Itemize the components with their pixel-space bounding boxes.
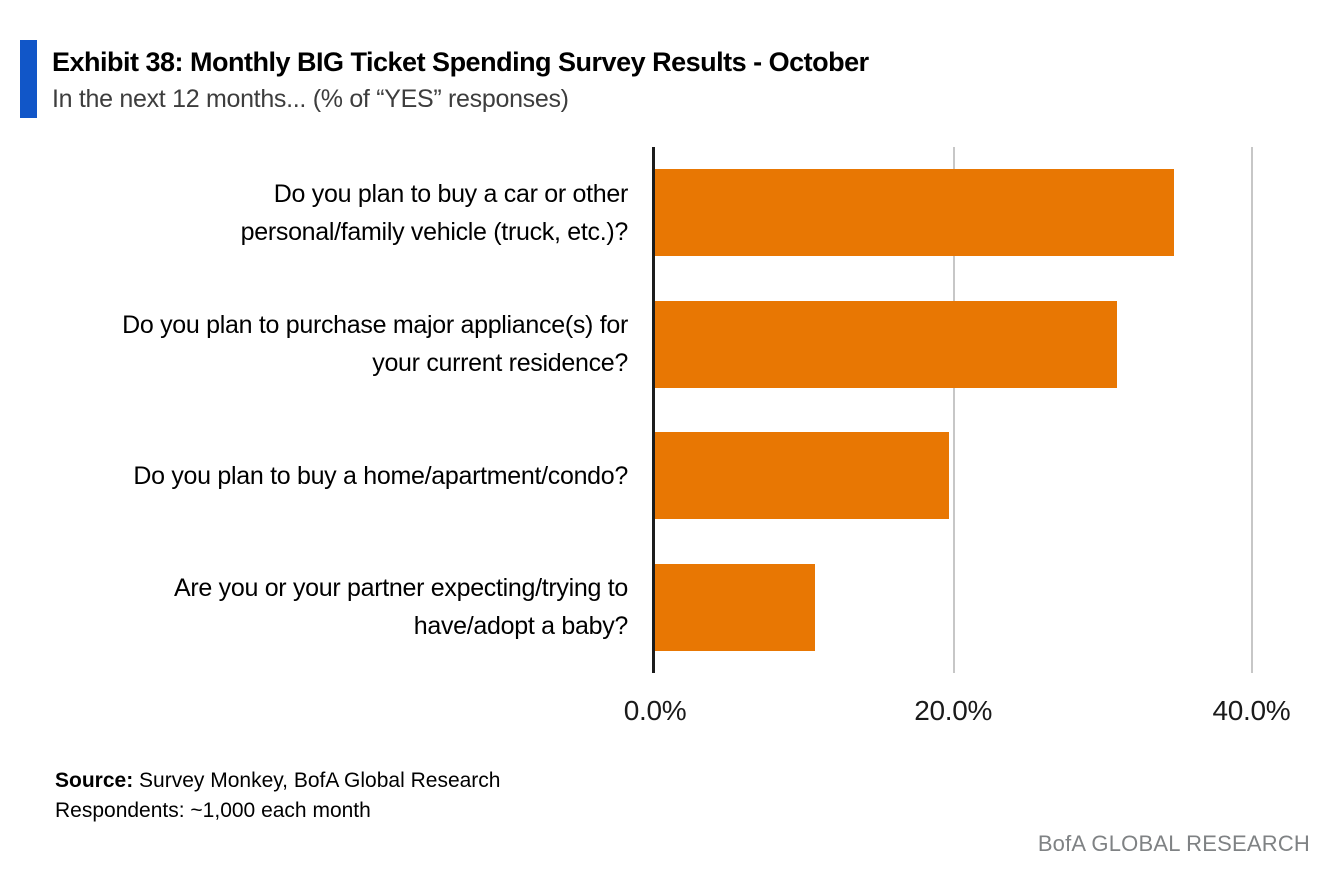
bar	[655, 169, 1174, 257]
chart-subtitle: In the next 12 months... (% of “YES” res…	[52, 85, 569, 113]
source-label: Source:	[55, 769, 134, 792]
respondents-line: Respondents: ~1,000 each month	[55, 799, 371, 822]
category-label: Do you plan to buy a home/apartment/cond…	[133, 461, 628, 490]
gridline	[953, 147, 956, 673]
chart-title: Exhibit 38: Monthly BIG Ticket Spending …	[52, 47, 869, 77]
x-tick-label: 40.0%	[1212, 695, 1291, 726]
x-tick-label: 20.0%	[914, 695, 993, 726]
category-labels: Do you plan to buy a car or other person…	[0, 147, 628, 673]
source-line: Source: Survey Monkey, BofA Global Resea…	[55, 766, 500, 796]
gridline	[1251, 147, 1254, 673]
x-tick-label: 0.0%	[623, 695, 687, 726]
source-note: Source: Survey Monkey, BofA Global Resea…	[55, 766, 500, 826]
plot-area	[652, 147, 1326, 673]
title-accent-bar	[20, 40, 37, 118]
bar	[655, 563, 815, 651]
x-axis-ticks: 0.0% 20.0% 40.0%	[624, 695, 1326, 735]
category-label: Do you plan to purchase major appliance(…	[122, 311, 628, 378]
y-axis-line	[652, 147, 655, 673]
category-label: Are you or your partner expecting/trying…	[173, 574, 628, 641]
brand-watermark: BofA GLOBAL RESEARCH	[1037, 831, 1310, 856]
bar	[655, 300, 1118, 388]
bar	[655, 432, 949, 520]
source-text: Survey Monkey, BofA Global Research	[133, 769, 501, 792]
category-label: Do you plan to buy a car or other person…	[240, 179, 629, 246]
